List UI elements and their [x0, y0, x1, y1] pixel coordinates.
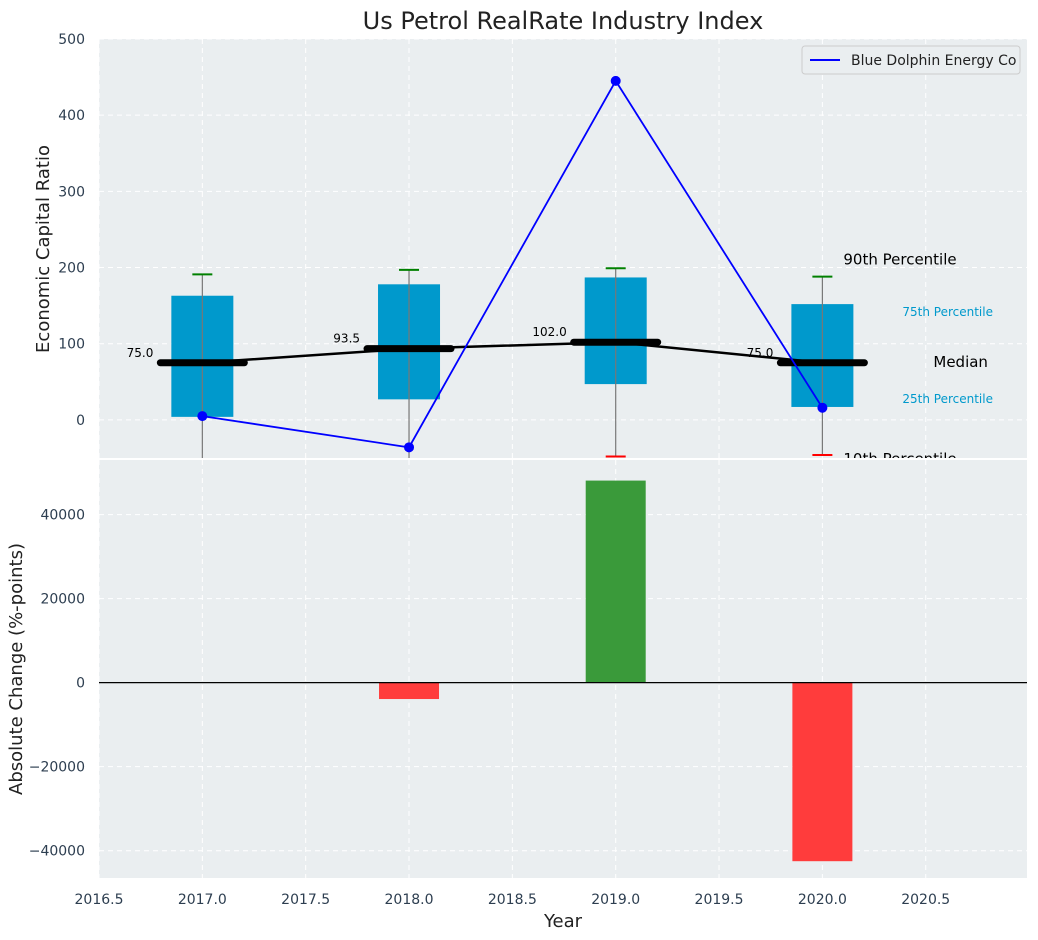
median-value-label: 102.0 — [532, 325, 566, 339]
median-value-label: 93.5 — [333, 332, 360, 346]
annotation-p25: 25th Percentile — [902, 392, 993, 406]
x-tick-label: 2018.0 — [385, 892, 434, 908]
x-tick-label: 2017.0 — [178, 892, 227, 908]
median-line-group — [202, 340, 823, 365]
bottom-y-tick-label: −20000 — [29, 760, 85, 776]
top-y-tick-label: 0 — [76, 413, 85, 429]
bottom-y-tick-label: −40000 — [29, 844, 85, 860]
bottom-y-tick-label: 0 — [76, 676, 85, 692]
annotation-p90: 90th Percentile — [843, 251, 956, 269]
x-tick-label: 2019.0 — [591, 892, 640, 908]
series-point — [817, 402, 828, 413]
bottom-y-ticks: −40000 −20000 0 20000 40000 — [29, 508, 85, 860]
median-value-label: 75.0 — [127, 346, 154, 360]
series-point — [610, 75, 621, 86]
bottom-plot-content — [99, 480, 1027, 862]
top-y-tick-label: 500 — [58, 32, 85, 48]
top-y-tick-label: 400 — [58, 108, 85, 124]
x-tick-label: 2019.5 — [695, 892, 744, 908]
bottom-plot-background — [99, 460, 1027, 878]
series-group — [197, 75, 828, 453]
top-y-axis-label: Economic Capital Ratio — [33, 145, 54, 353]
annotation-group: 90th Percentile 75th Percentile Median 25th… — [843, 251, 993, 468]
bottom-y-tick-label: 20000 — [40, 592, 85, 608]
x-tick-label: 2016.5 — [75, 892, 124, 908]
x-tick-label: 2020.5 — [901, 892, 950, 908]
x-tick-label: 2020.0 — [798, 892, 847, 908]
change-bar — [585, 480, 646, 683]
legend-box — [801, 45, 1021, 75]
bottom-y-tick-label: 40000 — [40, 508, 85, 524]
top-y-tick-label: 100 — [58, 337, 85, 353]
annotation-median: Median — [933, 353, 988, 371]
legend-label: Blue Dolphin Energy Co — [851, 53, 1016, 69]
top-y-tick-label: 200 — [58, 261, 85, 277]
bottom-x-ticks: 2016.5 2017.0 2017.5 2018.0 2018.5 2019.0 2019… — [75, 892, 951, 908]
x-tick-label: 2017.5 — [281, 892, 330, 908]
series-point — [404, 442, 415, 453]
median-trend-line — [202, 340, 823, 365]
annotation-p75: 75th Percentile — [902, 305, 993, 319]
chart-title: Us Petrol RealRate Industry Index — [363, 7, 764, 35]
top-y-tick-label: 300 — [58, 184, 85, 200]
annotation-p10: 10th Percentile — [843, 450, 956, 468]
top-plot-background — [99, 39, 1027, 458]
top-y-ticks: 0 100 200 300 400 500 — [58, 32, 85, 429]
change-bar — [792, 682, 853, 862]
x-tick-label: 2018.5 — [488, 892, 537, 908]
x-axis-label: Year — [543, 911, 583, 932]
series-point — [197, 411, 208, 422]
series-line — [202, 79, 824, 449]
legend: Blue Dolphin Energy Co — [801, 45, 1021, 75]
bottom-y-axis-label: Absolute Change (%-points) — [6, 543, 27, 795]
change-bar — [379, 682, 440, 700]
